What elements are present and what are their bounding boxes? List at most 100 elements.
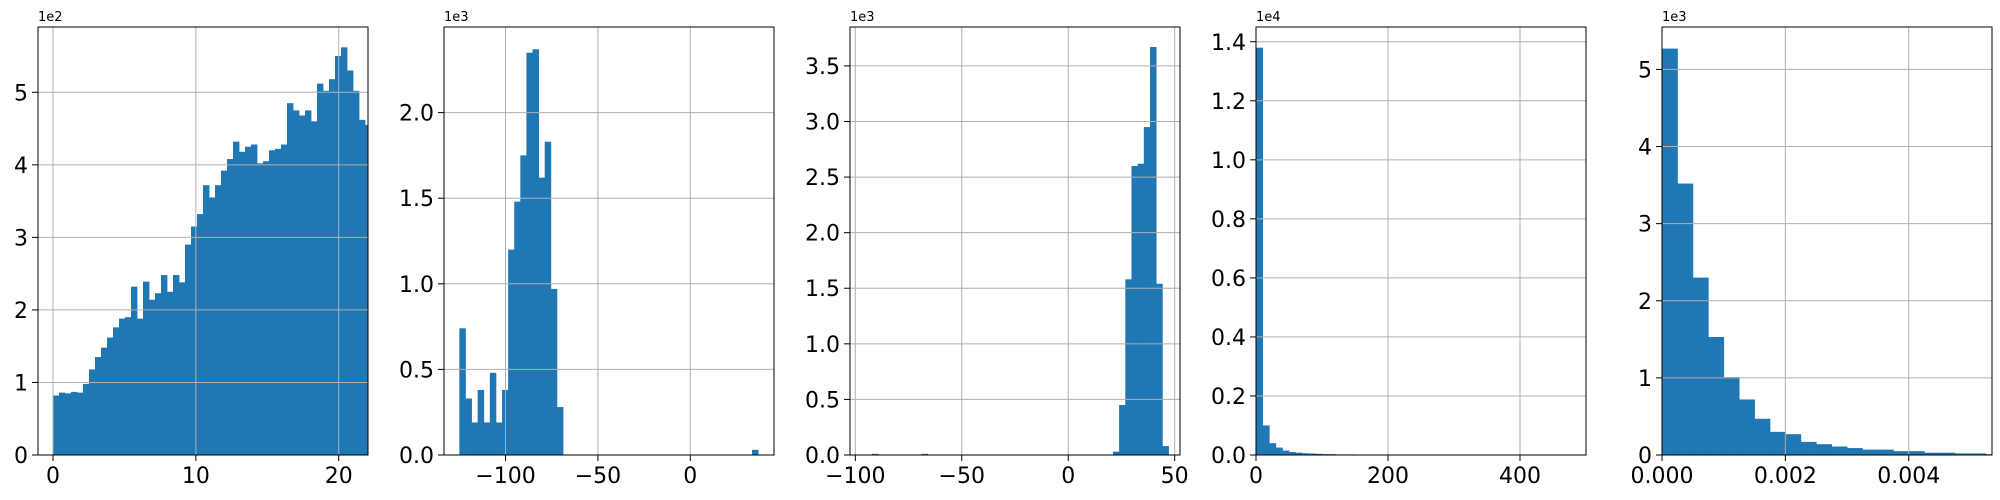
histogram-panel-5: 0.000 0.002 0.004 0 1 2 3 4 5 1e3 [1631, 10, 1993, 489]
y-tick-label: 4 [1638, 136, 1652, 161]
y-tick-label: 1 [14, 371, 28, 396]
histogram-bar [191, 226, 198, 455]
histogram-bar [1289, 452, 1296, 455]
histogram-bar [251, 144, 258, 455]
histogram-bar [520, 155, 527, 455]
x-tick-label: 0.000 [1631, 464, 1694, 489]
y-tick-label: 0.0 [805, 444, 840, 469]
histogram-bar [508, 249, 515, 455]
histogram-bar [538, 177, 546, 455]
histogram-bar [203, 185, 210, 455]
histogram-bar [1908, 451, 1925, 455]
histogram-bar [263, 161, 270, 456]
histogram-bar [1769, 431, 1786, 455]
histogram-bar [1785, 434, 1802, 455]
histogram-bar [77, 392, 84, 455]
y-tick-label: 0.5 [399, 358, 434, 383]
y-tick-label: 0 [14, 444, 28, 469]
histogram-bar [483, 422, 491, 455]
x-tick-label: −100 [825, 464, 885, 489]
histogram-bar [1275, 447, 1283, 455]
histogram-bar [1112, 451, 1120, 455]
y-scale-label: 1e3 [444, 10, 469, 25]
histogram-bar [119, 318, 126, 455]
histogram-bar [1831, 446, 1848, 455]
histogram-bar [365, 124, 369, 456]
histogram-bar [53, 395, 60, 455]
histogram-panel-1: 0 10 20 0 1 2 3 4 5 1e2 [14, 10, 369, 489]
histogram-bar [465, 398, 472, 455]
y-tick-label: 2.0 [805, 222, 840, 247]
histogram-bar [83, 383, 90, 455]
y-scale-label: 1e3 [1662, 10, 1687, 25]
histogram-bar [1862, 449, 1879, 455]
x-tick-label: 200 [1367, 464, 1409, 489]
histogram-bar [495, 422, 503, 455]
histogram-bar [1315, 453, 1323, 455]
histogram-bar [101, 347, 108, 455]
y-tick-label: 2 [14, 299, 28, 324]
histogram-bar [1970, 453, 1987, 455]
histogram-bar [872, 453, 879, 455]
histogram-bar [341, 47, 348, 456]
histogram-bar [353, 90, 360, 456]
y-tick-label: 1 [1638, 367, 1652, 392]
histogram-bar [477, 389, 485, 455]
histogram-bar [155, 293, 162, 455]
histogram-bar [514, 201, 521, 455]
histogram-bar [347, 70, 354, 455]
histogram-bar [143, 281, 150, 455]
plot-frame [1661, 26, 1993, 456]
x-tick-label: 20 [325, 464, 353, 489]
histogram-bar [293, 110, 300, 455]
histogram-bar [275, 148, 282, 455]
histogram-bar [233, 141, 240, 455]
histogram-bar [1156, 283, 1163, 455]
histogram-bar [131, 286, 138, 455]
histogram-bar [1939, 452, 1956, 455]
histogram-bar [459, 328, 466, 455]
x-tick-label: −50 [939, 464, 985, 489]
histogram-bar [1269, 443, 1277, 455]
histogram-bar [161, 275, 168, 455]
histogram-bar [281, 144, 288, 455]
plot-frame [1255, 26, 1587, 456]
plot-frame [37, 26, 369, 456]
x-tick-label: 0 [46, 464, 60, 489]
histogram-bar [299, 115, 306, 455]
y-tick-label: 0.6 [1211, 267, 1246, 292]
histogram-bar [1954, 453, 1971, 455]
y-tick-label: 5 [1638, 58, 1652, 83]
x-tick-label: 400 [1499, 464, 1541, 489]
histogram-bar [1924, 452, 1940, 455]
y-tick-label: 0.5 [805, 388, 840, 413]
x-tick-label: 50 [1161, 464, 1189, 489]
histogram-bar [544, 141, 552, 456]
histogram-bar [245, 146, 252, 455]
histogram-bar [1295, 452, 1303, 455]
histogram-bar [1308, 453, 1316, 455]
histogram-bar [1662, 48, 1678, 455]
histogram-bar [149, 299, 156, 455]
histogram-bar [227, 159, 234, 456]
y-tick-label: 3.0 [805, 110, 840, 135]
y-tick-label: 3 [1638, 213, 1652, 238]
histogram-bar [329, 79, 336, 456]
histogram-bar [1137, 163, 1145, 455]
histogram-bar [1143, 127, 1151, 456]
y-tick-label: 0.2 [1211, 385, 1246, 410]
histogram-bar [1262, 425, 1270, 455]
histogram-bar [305, 110, 312, 455]
y-tick-label: 3 [14, 226, 28, 251]
histogram-panel-4: 0 200 400 0.0 0.2 0.4 0.6 0.8 1.0 1.2 1.4 1e4 [1211, 10, 1587, 489]
histogram-bar [526, 52, 533, 456]
histogram-bar [239, 151, 246, 455]
histogram-bar [1162, 446, 1169, 455]
histogram-bar [1149, 47, 1157, 456]
x-tick-label: 0 [1061, 464, 1075, 489]
y-tick-label: 1.5 [805, 277, 840, 302]
y-tick-label: 1.5 [399, 187, 434, 212]
histogram-bar [323, 90, 330, 456]
histogram-bar [1847, 448, 1863, 455]
y-tick-label: 1.0 [399, 273, 434, 298]
